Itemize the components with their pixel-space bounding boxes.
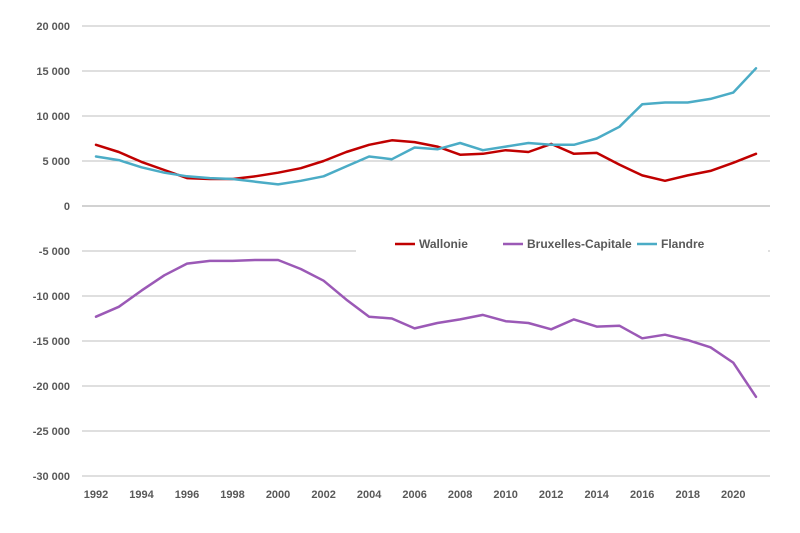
y-tick-label: -10 000 xyxy=(33,291,70,303)
y-tick-label: 20 000 xyxy=(36,21,70,33)
legend: Wallonie Bruxelles-Capitale Flandre xyxy=(356,230,768,258)
y-tick-label: 15 000 xyxy=(36,66,70,78)
x-tick-label: 1994 xyxy=(129,489,154,501)
x-tick-label: 2002 xyxy=(311,489,335,501)
y-tick-label: 5 000 xyxy=(42,156,70,168)
series-line-flandre xyxy=(94,67,758,186)
x-tick-label: 2010 xyxy=(493,489,517,501)
x-tick-label: 2004 xyxy=(357,489,382,501)
series-line-bruxelles-capitale xyxy=(94,258,758,399)
x-tick-label: 2014 xyxy=(584,489,609,501)
x-tick-label: 2012 xyxy=(539,489,563,501)
y-tick-label: 0 xyxy=(64,201,70,213)
y-axis-tick-labels: 20 000 15 000 10 000 5 000 0 -5 000 -10 000 -15… xyxy=(33,21,70,483)
y-tick-label: -25 000 xyxy=(33,426,70,438)
x-tick-label: 2008 xyxy=(448,489,472,501)
legend-label: Bruxelles-Capitale xyxy=(527,237,632,251)
x-tick-label: 1996 xyxy=(175,489,199,501)
legend-label: Wallonie xyxy=(419,237,468,251)
y-tick-label: -20 000 xyxy=(33,381,70,393)
x-tick-label: 2000 xyxy=(266,489,290,501)
legend-background xyxy=(356,230,768,258)
x-tick-label: 2016 xyxy=(630,489,654,501)
y-tick-label: -30 000 xyxy=(33,471,70,483)
x-tick-label: 2020 xyxy=(721,489,745,501)
x-tick-label: 2006 xyxy=(402,489,426,501)
y-tick-label: 10 000 xyxy=(36,111,70,123)
x-axis-tick-labels: 1992 1994 1996 1998 2000 2002 2004 2006 2008 2010… xyxy=(84,489,746,501)
legend-label: Flandre xyxy=(661,237,705,251)
y-tick-label: -5 000 xyxy=(39,246,70,258)
y-tick-label: -15 000 xyxy=(33,336,70,348)
x-tick-label: 1998 xyxy=(220,489,244,501)
x-tick-label: 2018 xyxy=(675,489,699,501)
series-lines xyxy=(94,67,758,399)
x-tick-label: 1992 xyxy=(84,489,108,501)
